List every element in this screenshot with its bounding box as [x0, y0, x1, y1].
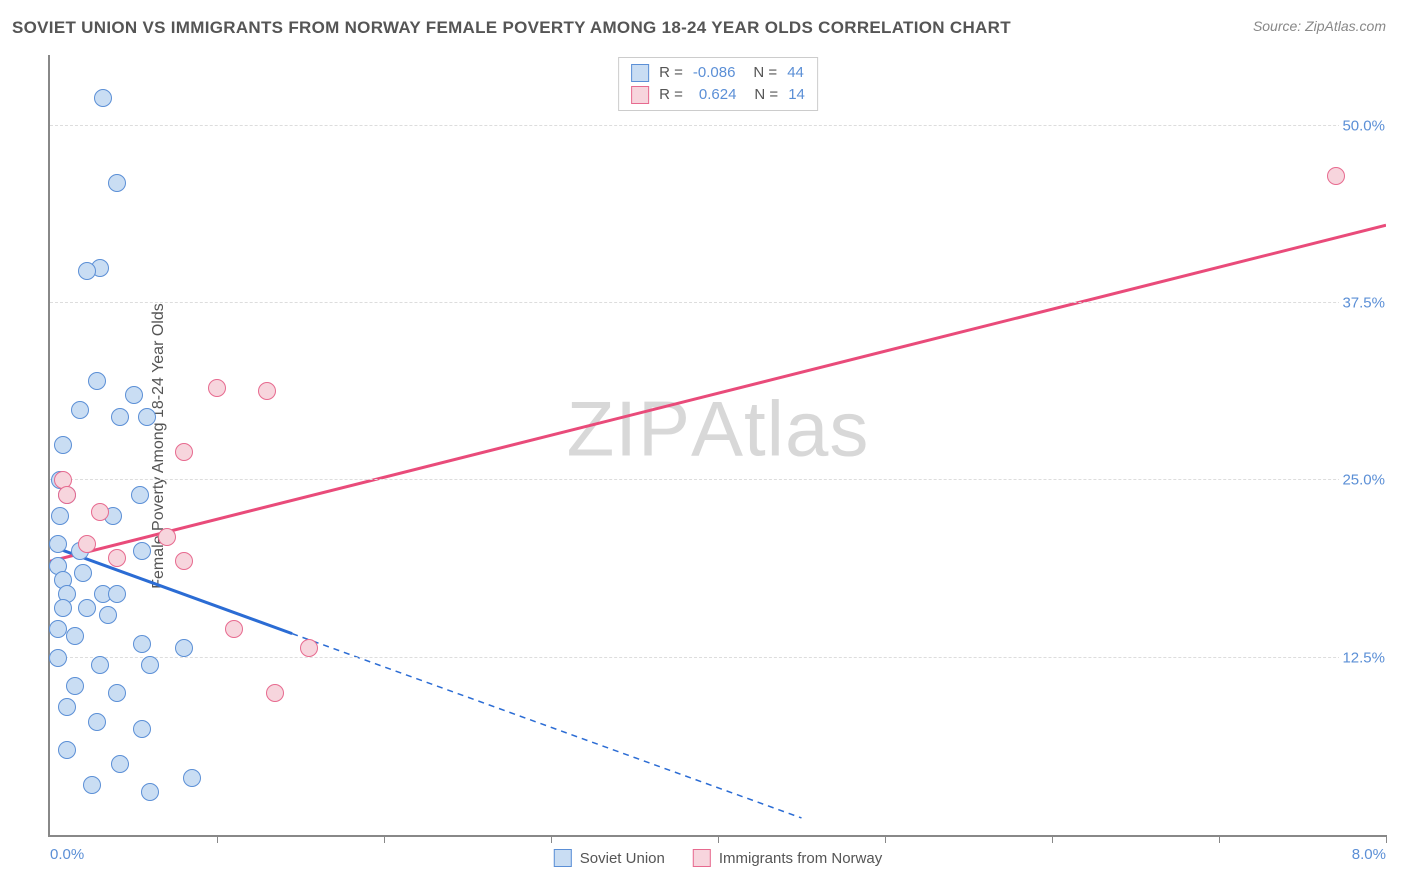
point-soviet: [141, 656, 159, 674]
chart-source: Source: ZipAtlas.com: [1253, 18, 1386, 34]
legend-series-label-0: Soviet Union: [580, 850, 665, 867]
x-axis-tick: [551, 835, 552, 843]
point-norway: [175, 552, 193, 570]
point-soviet: [83, 776, 101, 794]
point-soviet: [125, 386, 143, 404]
point-soviet: [66, 627, 84, 645]
point-norway: [175, 443, 193, 461]
gridline-h: [50, 479, 1386, 480]
gridline-h: [50, 657, 1386, 658]
chart-title: SOVIET UNION VS IMMIGRANTS FROM NORWAY F…: [12, 18, 1011, 38]
point-soviet: [78, 599, 96, 617]
point-soviet: [133, 542, 151, 560]
point-norway: [300, 639, 318, 657]
point-soviet: [131, 486, 149, 504]
point-norway: [108, 549, 126, 567]
legend-series-label-1: Immigrants from Norway: [719, 850, 882, 867]
point-soviet: [138, 408, 156, 426]
x-axis-tick: [1219, 835, 1220, 843]
legend-swatch-1b: [693, 849, 711, 867]
point-soviet: [108, 684, 126, 702]
watermark-prefix: ZIP: [567, 385, 691, 473]
y-axis-tick-label: 37.5%: [1339, 295, 1388, 312]
x-axis-tick: [384, 835, 385, 843]
legend-series: Soviet Union Immigrants from Norway: [554, 849, 882, 867]
point-soviet: [94, 89, 112, 107]
point-soviet: [49, 535, 67, 553]
point-soviet: [99, 606, 117, 624]
point-soviet: [108, 174, 126, 192]
legend-swatch-0: [631, 64, 649, 82]
legend-stats-row-1: R = 0.624 N = 14: [631, 84, 805, 106]
point-soviet: [54, 436, 72, 454]
y-axis-tick-label: 25.0%: [1339, 472, 1388, 489]
trend-line-dashed: [292, 634, 801, 818]
x-axis-tick: [885, 835, 886, 843]
point-soviet: [108, 585, 126, 603]
point-soviet: [49, 649, 67, 667]
point-soviet: [51, 507, 69, 525]
legend-stats-row-0: R = -0.086 N = 44: [631, 62, 805, 84]
point-norway: [58, 486, 76, 504]
point-norway: [158, 528, 176, 546]
x-axis-tick: [1052, 835, 1053, 843]
point-soviet: [111, 755, 129, 773]
plot-area: ZIPAtlas R = -0.086 N = 44 R = 0.624 N =…: [48, 55, 1386, 837]
point-soviet: [74, 564, 92, 582]
point-norway: [258, 382, 276, 400]
gridline-h: [50, 302, 1386, 303]
legend-r-value-0: -0.086: [693, 62, 736, 84]
point-soviet: [133, 635, 151, 653]
point-norway: [208, 379, 226, 397]
trend-line: [50, 225, 1386, 561]
point-soviet: [88, 372, 106, 390]
y-axis-tick-label: 12.5%: [1339, 649, 1388, 666]
point-soviet: [58, 741, 76, 759]
point-soviet: [141, 783, 159, 801]
point-soviet: [133, 720, 151, 738]
point-soviet: [175, 639, 193, 657]
point-norway: [1327, 167, 1345, 185]
legend-r-label: R =: [659, 62, 683, 84]
trend-lines-layer: [50, 55, 1386, 835]
x-axis-min-label: 0.0%: [50, 846, 84, 863]
point-norway: [266, 684, 284, 702]
legend-swatch-0b: [554, 849, 572, 867]
point-soviet: [111, 408, 129, 426]
legend-series-item-0: Soviet Union: [554, 849, 665, 867]
point-soviet: [66, 677, 84, 695]
x-axis-tick: [217, 835, 218, 843]
gridline-h: [50, 125, 1386, 126]
legend-n-value-0: 44: [787, 62, 804, 84]
point-norway: [225, 620, 243, 638]
y-axis-tick-label: 50.0%: [1339, 117, 1388, 134]
point-soviet: [54, 599, 72, 617]
legend-stats: R = -0.086 N = 44 R = 0.624 N = 14: [618, 57, 818, 111]
point-soviet: [91, 656, 109, 674]
point-soviet: [88, 713, 106, 731]
legend-swatch-1: [631, 86, 649, 104]
x-axis-max-label: 8.0%: [1352, 846, 1386, 863]
trend-line: [50, 546, 292, 634]
legend-n-label: N =: [753, 62, 777, 84]
point-soviet: [49, 620, 67, 638]
watermark-suffix: Atlas: [691, 385, 869, 473]
x-axis-tick: [1386, 835, 1387, 843]
point-soviet: [71, 401, 89, 419]
point-soviet: [58, 698, 76, 716]
point-soviet: [78, 262, 96, 280]
point-norway: [91, 503, 109, 521]
legend-series-item-1: Immigrants from Norway: [693, 849, 882, 867]
legend-r-label: R =: [659, 84, 683, 106]
point-soviet: [183, 769, 201, 787]
x-axis-tick: [718, 835, 719, 843]
watermark: ZIPAtlas: [567, 384, 870, 475]
legend-n-value-1: 14: [788, 84, 805, 106]
legend-n-label: N =: [754, 84, 778, 106]
legend-r-value-1: 0.624: [699, 84, 737, 106]
point-norway: [78, 535, 96, 553]
